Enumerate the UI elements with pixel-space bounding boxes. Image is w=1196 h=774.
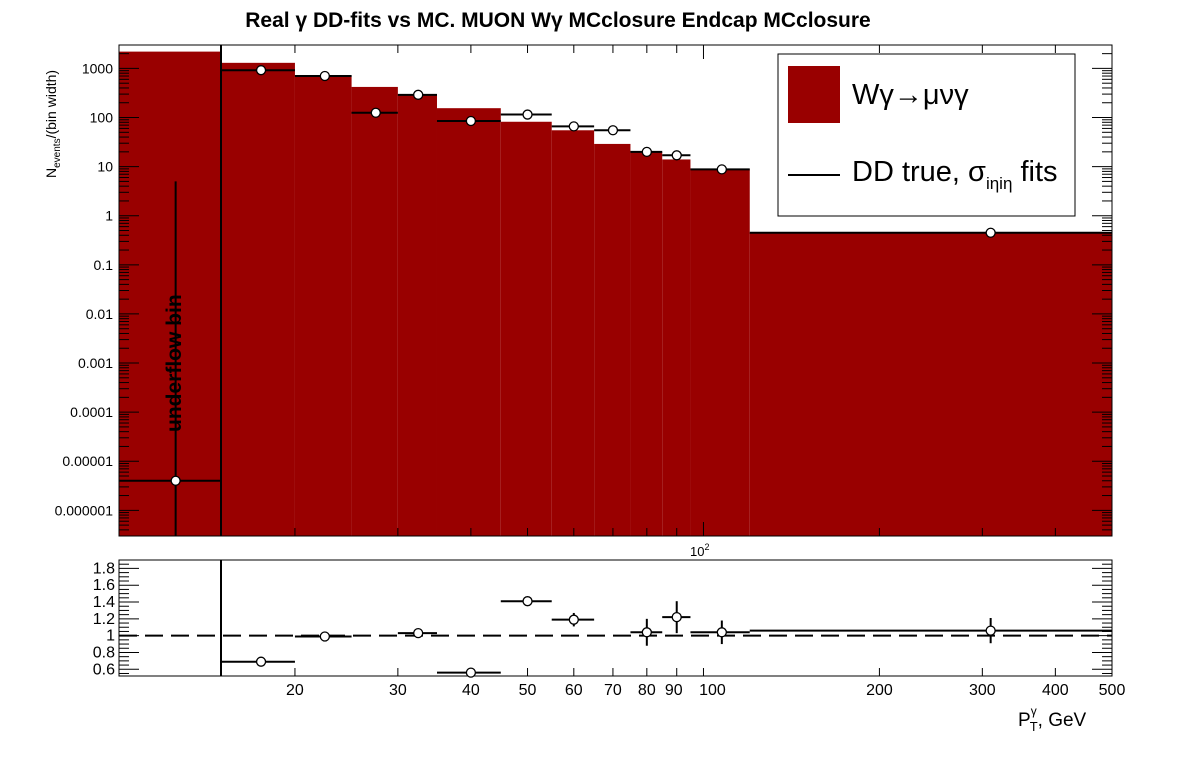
dd-point-3 <box>370 107 381 118</box>
mc-bar-10 <box>662 159 691 536</box>
mc-histogram <box>119 51 1112 537</box>
mc-bar-0 <box>119 51 222 536</box>
main-panel: underflow bin 1000 100 10 1 0.1 0.01 0.001 0.00… <box>43 44 1113 559</box>
dd-point-4 <box>413 89 424 100</box>
y-tick-label: 0.00001 <box>62 453 113 469</box>
x-exponent-power: 2 <box>704 542 709 552</box>
mc-bar-11 <box>690 169 750 537</box>
ratio-x-tick-label: 300 <box>969 682 996 699</box>
y-axis-label-sub: events <box>52 138 63 167</box>
ratio-x-tick-label: 40 <box>462 682 480 699</box>
ratio-point-4 <box>522 596 533 607</box>
ratio-x-tick-label: 60 <box>565 682 583 699</box>
y-tick-label: 0.0001 <box>70 404 113 420</box>
y-tick-label: 0.1 <box>94 257 114 273</box>
mc-bar-4 <box>397 94 437 536</box>
underflow-annotation: underflow bin <box>163 294 186 432</box>
dd-point-0 <box>170 475 181 486</box>
y-axis-label: Nevents/(bin width) <box>43 70 63 178</box>
x-axis-label-rest: , GeV <box>1038 710 1087 731</box>
ratio-x-tick-label: 200 <box>866 682 893 699</box>
y-tick-label: 1000 <box>82 60 113 76</box>
ratio-x-tick-label: 400 <box>1042 682 1069 699</box>
legend: Wγ→μνγ DD true, σiηiη fits <box>777 53 1076 217</box>
ratio-y-tick-label: 1.6 <box>93 577 115 594</box>
dd-point-11 <box>716 164 727 175</box>
main-y-tick-labels: 1000 100 10 1 0.1 0.01 0.001 0.0001 0.00001 0.000… <box>55 60 114 518</box>
ratio-point-3 <box>465 667 477 678</box>
mc-bar-2 <box>294 75 352 536</box>
ratio-y-tick-label: 1.2 <box>93 611 115 628</box>
mc-bar-3 <box>351 86 398 536</box>
ratio-frame <box>118 559 1113 677</box>
ratio-point-8 <box>716 627 727 638</box>
y-tick-label: 10 <box>97 159 113 175</box>
dd-point-10 <box>671 150 682 161</box>
mc-bar-12 <box>749 232 1112 537</box>
mc-bar-8 <box>594 143 631 536</box>
y-tick-label: 100 <box>90 110 114 126</box>
dd-point-12 <box>985 227 996 238</box>
main-axis-ticks <box>118 44 1113 537</box>
x-axis-label-sub: T <box>1030 719 1038 734</box>
ratio-y-tick-labels: 1.81.61.41.210.80.6 <box>93 560 115 678</box>
x-exponent-label: 102 <box>690 542 709 559</box>
mc-bar-9 <box>630 151 663 537</box>
y-tick-label: 0.001 <box>78 355 113 371</box>
ratio-x-tick-label: 70 <box>604 682 622 699</box>
legend-label-dd-main: DD true, σ <box>852 156 986 188</box>
dd-point-7 <box>568 121 579 132</box>
ratio-y-tick-label: 1.8 <box>93 560 115 577</box>
ratio-x-tick-label: 100 <box>699 682 726 699</box>
ratio-x-tick-label: 80 <box>638 682 656 699</box>
dd-points <box>119 65 1112 536</box>
y-tick-label: 0.000001 <box>55 502 114 518</box>
ratio-x-tick-labels: 20 30 40 50 60 70 80 90 100 200 300 400 500 <box>286 682 1125 699</box>
y-tick-label: 0.01 <box>86 306 113 322</box>
legend-label-mc: Wγ→μνγ <box>852 79 969 111</box>
dd-point-6 <box>522 109 533 120</box>
mc-bar-7 <box>551 130 595 536</box>
ratio-y-tick-label: 0.8 <box>93 644 115 661</box>
legend-label-dd: DD true, σiηiη fits <box>852 156 1058 193</box>
ratio-x-tick-label: 50 <box>519 682 537 699</box>
y-axis-label-rest: /(bin width) <box>43 70 59 138</box>
mc-bar-6 <box>500 121 552 536</box>
dd-point-9 <box>641 146 652 157</box>
ratio-x-tick-label: 500 <box>1099 682 1126 699</box>
legend-label-dd-rest: fits <box>1012 156 1057 188</box>
dd-point-2 <box>319 70 330 82</box>
ratio-x-tick-label: 90 <box>665 682 683 699</box>
ratio-x-tick-label: 30 <box>389 682 407 699</box>
ratio-point-7 <box>671 612 682 623</box>
x-axis-label-sup: γ <box>1031 704 1037 718</box>
ratio-y-tick-label: 1 <box>106 628 115 645</box>
main-frame-border <box>118 44 1113 537</box>
ratio-y-tick-label: 1.4 <box>93 594 115 611</box>
x-exponent-base: 10 <box>690 544 704 559</box>
y-axis-label-main: N <box>43 168 59 178</box>
ratio-panel: 1.81.61.41.210.80.6 20 30 40 50 60 70 80 90 100 2… <box>93 559 1125 734</box>
dd-point-1 <box>255 65 267 76</box>
dd-point-5 <box>465 115 477 127</box>
chart-title: Real γ DD-fits vs MC. MUON Wγ MCclosure … <box>245 9 870 32</box>
ratio-y-tick-label: 0.6 <box>93 661 115 678</box>
ratio-x-tick-label: 20 <box>286 682 304 699</box>
x-axis-label-main: P <box>1018 710 1031 731</box>
ratio-point-0 <box>255 656 267 667</box>
dd-point-8 <box>607 125 619 136</box>
ratio-points <box>221 596 1112 678</box>
x-axis-label: Pγ T, GeV <box>1018 704 1087 734</box>
y-tick-label: 1 <box>105 208 113 224</box>
mc-bar-1 <box>221 62 295 537</box>
legend-swatch-mc <box>788 66 840 123</box>
ratio-point-1 <box>319 631 330 642</box>
ratio-point-5 <box>568 614 579 625</box>
ratio-point-6 <box>641 627 652 638</box>
ratio-point-2 <box>413 627 424 639</box>
legend-label-dd-sub: iηiη <box>986 174 1012 193</box>
ratio-point-9 <box>985 625 996 636</box>
mc-bar-5 <box>436 108 501 536</box>
